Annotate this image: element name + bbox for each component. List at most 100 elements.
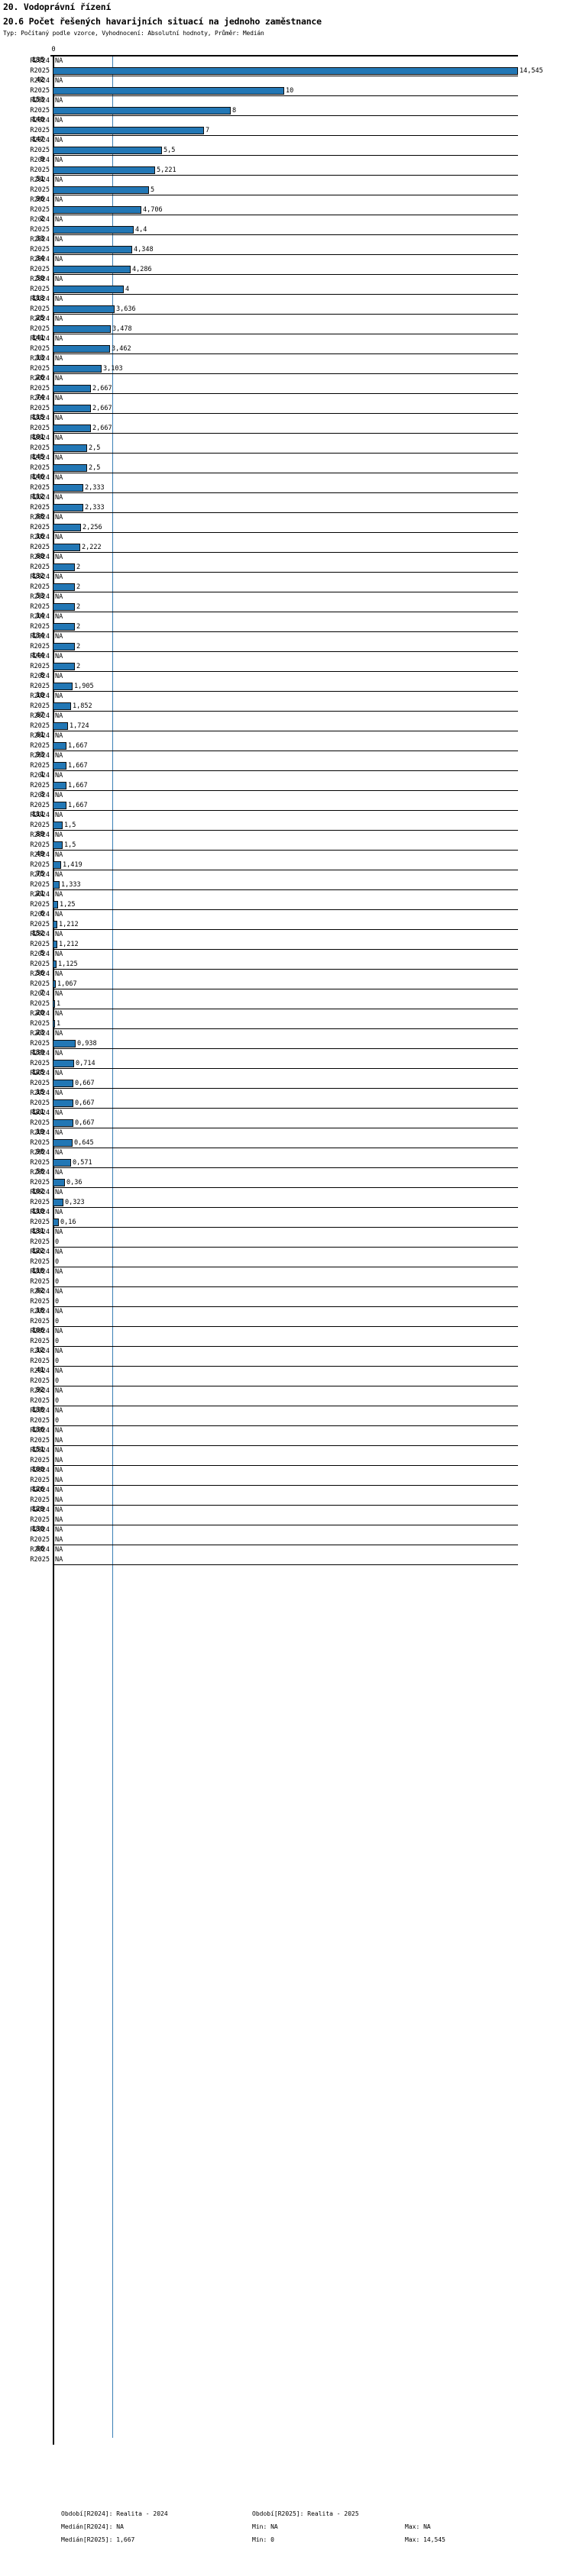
bar-row-2024[interactable]: R2024 NA (0, 1088, 573, 1098)
bar-row-2024[interactable]: R2024 NA (0, 989, 573, 999)
bar-2025[interactable] (53, 305, 115, 313)
bar-row-2025[interactable]: R2025 2,5 (0, 463, 573, 473)
bar-row-2025[interactable]: R2025 0 (0, 1396, 573, 1406)
bar-row-2024[interactable]: R2024 NA (0, 1326, 573, 1336)
bar-row-2025[interactable]: R2025 NA (0, 1475, 573, 1485)
bar-2025[interactable] (53, 563, 75, 571)
bar-2025[interactable] (53, 721, 68, 730)
bar-row-2024[interactable]: R2024 NA (0, 492, 573, 502)
bar-row-2024[interactable]: R2024 NA (0, 612, 573, 621)
bar-2025[interactable] (53, 761, 66, 770)
bar-2025[interactable] (53, 1158, 71, 1167)
bar-row-2025[interactable]: R2025 0,571 (0, 1157, 573, 1167)
bar-row-2024[interactable]: R2024 NA (0, 1167, 573, 1177)
bar-row-2025[interactable]: R2025 1,25 (0, 899, 573, 909)
bar-row-2024[interactable]: R2024 NA (0, 1505, 573, 1515)
bar-row-2025[interactable]: R2025 NA (0, 1515, 573, 1525)
bar-row-2025[interactable]: R2025 NA (0, 1554, 573, 1564)
bar-2025[interactable] (53, 960, 57, 968)
bar-row-2024[interactable]: R2024 NA (0, 790, 573, 800)
bar-row-2025[interactable]: R2025 10 (0, 86, 573, 95)
bar-2025[interactable] (53, 999, 55, 1008)
bar-row-2024[interactable]: R2024 NA (0, 1247, 573, 1257)
bar-2025[interactable] (53, 841, 63, 849)
bar-row-2024[interactable]: R2024 NA (0, 95, 573, 105)
bar-2025[interactable] (53, 483, 83, 492)
bar-2025[interactable] (53, 583, 75, 591)
bar-row-2025[interactable]: R2025 1,5 (0, 840, 573, 850)
bar-2025[interactable] (53, 1119, 73, 1127)
bar-row-2024[interactable]: R2024 NA (0, 1525, 573, 1535)
bar-row-2025[interactable]: R2025 1,212 (0, 919, 573, 929)
bar-row-2024[interactable]: R2024 NA (0, 254, 573, 264)
bar-row-2025[interactable]: R2025 1 (0, 999, 573, 1009)
bar-row-2025[interactable]: R2025 NA (0, 1535, 573, 1545)
bar-row-2025[interactable]: R2025 0 (0, 1376, 573, 1386)
bar-row-2024[interactable]: R2024 NA (0, 314, 573, 324)
bar-2025[interactable] (53, 463, 87, 472)
bar-row-2025[interactable]: R2025 1,667 (0, 760, 573, 770)
bar-row-2024[interactable]: R2024 NA (0, 234, 573, 244)
bar-2025[interactable] (53, 344, 110, 353)
bar-row-2025[interactable]: R2025 0,323 (0, 1197, 573, 1207)
bar-2025[interactable] (53, 1138, 73, 1147)
bar-row-2025[interactable]: R2025 2,667 (0, 403, 573, 413)
bar-row-2025[interactable]: R2025 8 (0, 105, 573, 115)
bar-row-2025[interactable]: R2025 0 (0, 1416, 573, 1425)
bar-row-2025[interactable]: R2025 0 (0, 1237, 573, 1247)
bar-row-2024[interactable]: R2024 NA (0, 76, 573, 86)
bar-row-2025[interactable]: R2025 2,222 (0, 542, 573, 552)
bar-row-2025[interactable]: R2025 5,221 (0, 165, 573, 175)
bar-row-2025[interactable]: R2025 2 (0, 582, 573, 592)
bar-2025[interactable] (53, 940, 57, 948)
bar-row-2025[interactable]: R2025 0 (0, 1296, 573, 1306)
bar-row-2024[interactable]: R2024 NA (0, 56, 573, 66)
bar-row-2025[interactable]: R2025 0,16 (0, 1217, 573, 1227)
bar-row-2025[interactable]: R2025 0 (0, 1277, 573, 1286)
bar-row-2024[interactable]: R2024 NA (0, 870, 573, 880)
bar-2025[interactable] (53, 285, 124, 293)
bar-row-2025[interactable]: R2025 2 (0, 621, 573, 631)
bar-2025[interactable] (53, 245, 132, 253)
bar-row-2025[interactable]: R2025 5,5 (0, 145, 573, 155)
bar-row-2025[interactable]: R2025 2,5 (0, 443, 573, 453)
bar-row-2025[interactable]: R2025 NA (0, 1455, 573, 1465)
bar-row-2024[interactable]: R2024 NA (0, 1227, 573, 1237)
bar-2025[interactable] (53, 741, 66, 750)
bar-row-2024[interactable]: R2024 NA (0, 135, 573, 145)
bar-2025[interactable] (53, 920, 57, 928)
bar-row-2024[interactable]: R2024 NA (0, 1346, 573, 1356)
bar-2025[interactable] (53, 1178, 65, 1186)
bar-row-2025[interactable]: R2025 1,667 (0, 741, 573, 751)
bar-row-2024[interactable]: R2024 NA (0, 631, 573, 641)
bar-row-2025[interactable]: R2025 1,125 (0, 959, 573, 969)
bar-2025[interactable] (53, 66, 518, 75)
bar-row-2024[interactable]: R2024 NA (0, 1425, 573, 1435)
bar-row-2025[interactable]: R2025 4 (0, 284, 573, 294)
bar-row-2025[interactable]: R2025 1,419 (0, 860, 573, 870)
bar-2025[interactable] (53, 146, 162, 154)
bar-row-2025[interactable]: R2025 2 (0, 661, 573, 671)
bar-2025[interactable] (53, 523, 81, 531)
bar-row-2025[interactable]: R2025 2,333 (0, 502, 573, 512)
bar-row-2024[interactable]: R2024 NA (0, 294, 573, 304)
bar-row-2025[interactable]: R2025 1,5 (0, 820, 573, 830)
bar-row-2024[interactable]: R2024 NA (0, 810, 573, 820)
bar-row-2025[interactable]: R2025 4,706 (0, 205, 573, 215)
bar-row-2025[interactable]: R2025 2 (0, 641, 573, 651)
bar-2025[interactable] (53, 86, 284, 95)
bar-row-2024[interactable]: R2024 NA (0, 850, 573, 860)
bar-row-2025[interactable]: R2025 3,636 (0, 304, 573, 314)
bar-row-2025[interactable]: R2025 2 (0, 562, 573, 572)
bar-row-2024[interactable]: R2024 NA (0, 532, 573, 542)
bar-row-2025[interactable]: R2025 0 (0, 1257, 573, 1267)
bar-row-2024[interactable]: R2024 NA (0, 215, 573, 224)
bar-row-2025[interactable]: R2025 0 (0, 1336, 573, 1346)
bar-row-2024[interactable]: R2024 NA (0, 1485, 573, 1495)
bar-2025[interactable] (53, 543, 80, 551)
bar-row-2025[interactable]: R2025 0,938 (0, 1038, 573, 1048)
bar-row-2024[interactable]: R2024 NA (0, 1048, 573, 1058)
bar-row-2025[interactable]: R2025 2,667 (0, 423, 573, 433)
bar-row-2025[interactable]: R2025 4,348 (0, 244, 573, 254)
bar-row-2025[interactable]: R2025 0,667 (0, 1078, 573, 1088)
